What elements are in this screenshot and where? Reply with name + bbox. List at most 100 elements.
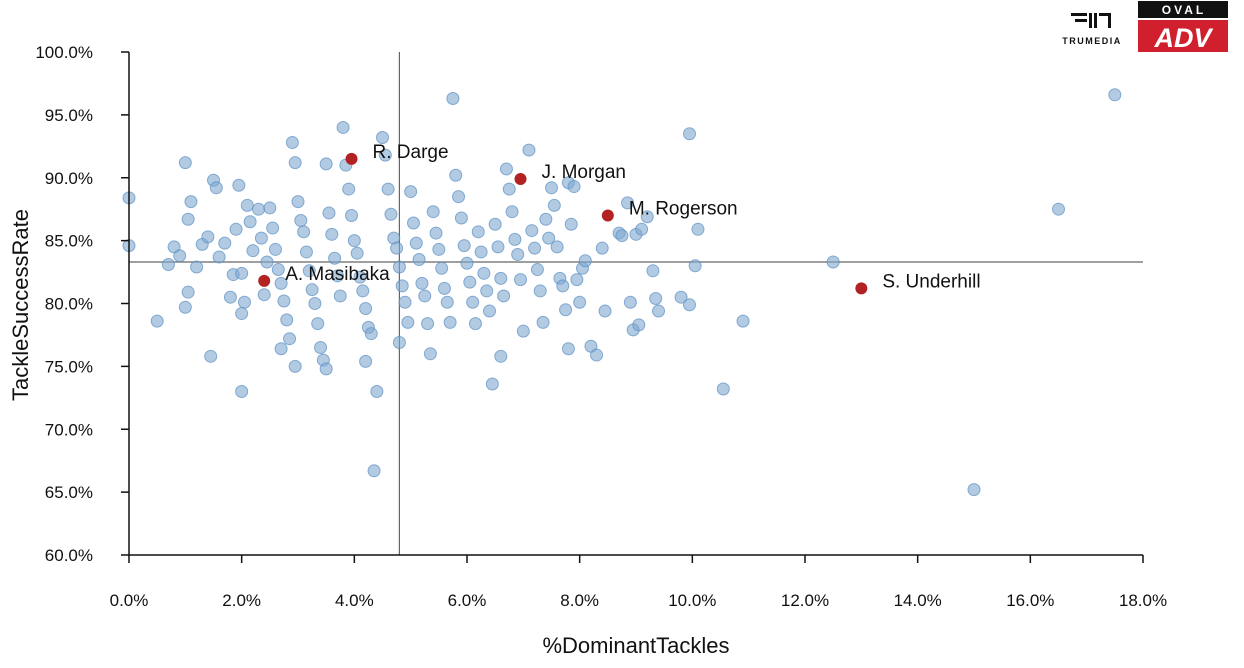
data-point [401,315,415,329]
data-point [184,195,198,209]
data-point [533,284,547,298]
data-point [240,198,254,212]
data-point [449,168,463,182]
data-point [232,178,246,192]
x-tick-label: 4.0% [335,591,374,610]
data-point [345,208,359,222]
data-point [488,217,502,231]
data-point [330,269,344,283]
data-point [359,354,373,368]
data-point [646,264,660,278]
data-point [480,284,494,298]
oval-adv-logo: OVAL ADV [1138,1,1228,53]
highlight-label: M. Rogerson [629,198,738,219]
data-point [392,335,406,349]
highlight-point [345,152,358,165]
data-point [437,281,451,295]
trumedia-wordmark: TRUMEDIA [1062,36,1122,46]
y-tick-label: 90.0% [45,169,93,188]
data-point [223,290,237,304]
data-point [564,217,578,231]
data-point [308,297,322,310]
data-point [178,300,192,314]
data-point [528,241,542,255]
data-point [652,304,666,318]
data-point [556,279,570,293]
data-point [378,148,392,162]
y-tick-label: 65.0% [45,483,93,502]
trumedia-logo: TRUMEDIA [1062,13,1122,46]
data-point [457,239,471,253]
data-point [243,215,257,229]
data-point [463,275,477,289]
data-point [266,221,280,235]
data-point [353,270,367,284]
data-point [542,231,556,245]
adv-label: ADV [1153,23,1213,53]
data-point [716,382,730,396]
x-tick-label: 2.0% [222,591,261,610]
data-point [615,229,629,243]
data-point [477,266,491,280]
data-point [426,205,440,219]
data-point [550,240,564,254]
data-point [497,289,511,303]
data-point [539,212,553,226]
data-point [409,236,423,250]
data-point [736,314,750,328]
data-point [178,156,192,170]
data-point [598,304,612,318]
data-point [691,222,705,236]
data-point [252,202,266,216]
data-point [288,359,302,373]
data-point [404,185,418,199]
data-point [229,222,243,236]
data-point [319,362,333,376]
x-tick-label: 16.0% [1006,591,1054,610]
data-point [328,251,342,265]
data-point [505,205,519,219]
data-point [209,181,223,195]
y-axis-title: TackleSuccessRate [8,209,33,401]
data-point [218,236,232,250]
data-point [536,315,550,329]
data-point [435,261,449,275]
data-point [181,285,195,299]
data-point [392,260,406,274]
x-tick-label: 12.0% [781,591,829,610]
oval-label-bg [1138,1,1228,18]
data-point [294,214,308,228]
data-point [260,255,274,269]
data-point [683,127,697,141]
data-point [418,289,432,303]
data-point [508,232,522,246]
data-point [319,157,333,171]
data-point [285,136,299,150]
data-point [305,283,319,297]
data-point [212,250,226,264]
data-point [268,242,282,256]
data-point [288,156,302,170]
data-point [578,254,592,268]
data-point [237,295,251,309]
data-point [274,342,288,356]
y-axis: 60.0% 65.0% 70.0% 75.0% 80.0% 85.0% 90.0% 95.0%… [35,43,130,565]
data-point [632,318,646,332]
x-tick-label: 18.0% [1119,591,1167,610]
data-point [190,260,204,274]
data-point [376,131,389,145]
data-point [452,190,466,204]
data-point [559,303,573,317]
data-point [314,341,328,355]
data-point [640,210,654,224]
data-point [423,347,437,361]
data-point [570,273,584,287]
data-point [246,244,260,258]
data-point [201,230,215,244]
data-point [826,255,840,269]
y-tick-label: 95.0% [45,106,93,125]
data-point [367,464,381,478]
data-point [514,273,528,287]
